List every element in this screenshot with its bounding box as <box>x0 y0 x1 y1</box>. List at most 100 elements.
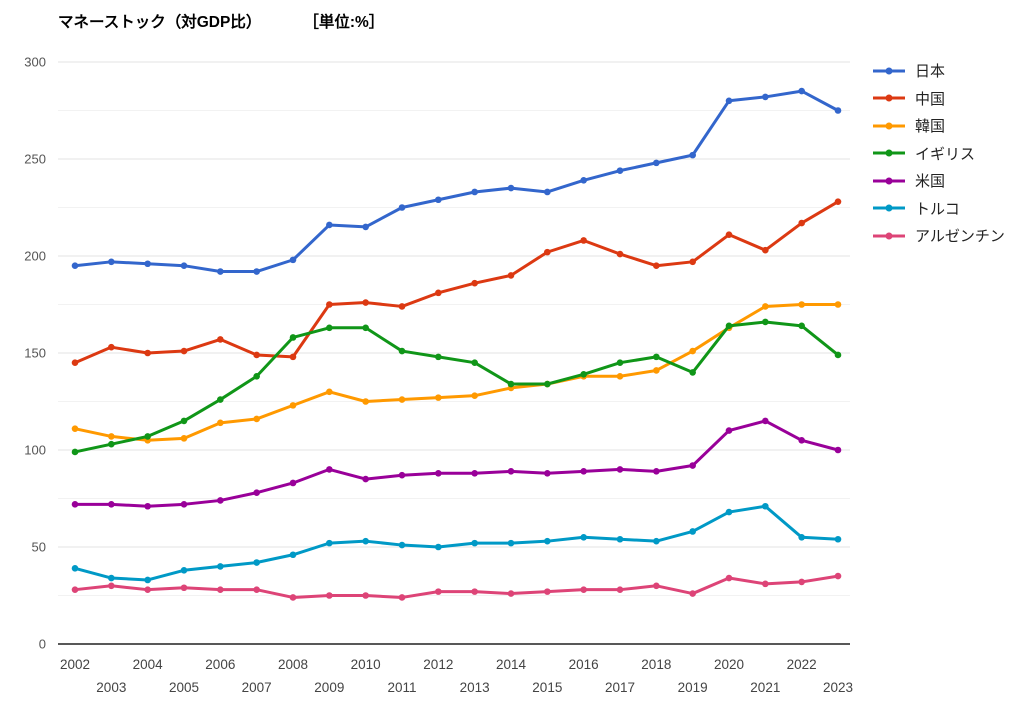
series-point-usa-2013 <box>471 469 478 477</box>
y-axis-label-50: 50 <box>32 540 46 555</box>
y-axis-label-150: 150 <box>24 346 46 361</box>
series-point-usa-2014 <box>507 468 515 475</box>
legend-item-turkey[interactable]: トルコ <box>872 198 1005 219</box>
legend-label-argentina: アルゼンチン <box>915 228 1005 245</box>
x-axis-label-2008: 2008 <box>278 657 308 672</box>
series-line-uk <box>73 320 840 454</box>
legend-item-uk[interactable]: イギリス <box>872 143 1005 164</box>
series-point-uk-2017 <box>616 359 624 367</box>
series-point-uk-2020 <box>725 322 733 330</box>
series-point-japan-2017 <box>616 167 624 174</box>
y-axis-label-100: 100 <box>24 443 46 458</box>
series-point-korea-2023 <box>834 301 842 308</box>
series-point-usa-2023 <box>834 446 842 454</box>
series-point-china-2018 <box>653 262 660 270</box>
series-point-usa-2019 <box>689 462 696 469</box>
series-point-uk-2014 <box>507 380 515 388</box>
series-point-china-2022 <box>798 219 805 227</box>
series-point-turkey-2015 <box>544 537 551 545</box>
series-point-china-2019 <box>689 258 696 266</box>
series-point-turkey-2007 <box>253 559 260 566</box>
series-point-argentina-2011 <box>398 594 406 601</box>
series-point-argentina-2015 <box>544 588 551 595</box>
series-point-argentina-2022 <box>798 578 805 586</box>
legend-marker-turkey <box>873 204 905 212</box>
x-axis-label-2006: 2006 <box>205 657 235 672</box>
legend-item-argentina[interactable]: アルゼンチン <box>872 225 1005 246</box>
series-point-japan-2009 <box>326 221 333 229</box>
series-point-turkey-2008 <box>289 551 297 559</box>
series-point-usa-2005 <box>180 501 188 508</box>
series-point-china-2016 <box>580 237 587 244</box>
x-axis-label-2009: 2009 <box>314 680 344 695</box>
series-point-uk-2004 <box>144 433 151 440</box>
legend-label-usa: 米国 <box>915 173 946 190</box>
series-point-argentina-2004 <box>144 586 151 593</box>
legend-marker-uk <box>873 149 905 157</box>
series-point-japan-2012 <box>435 196 442 204</box>
series-point-japan-2005 <box>180 262 188 270</box>
series-point-china-2015 <box>544 248 551 256</box>
x-axis-label-2017: 2017 <box>605 680 635 695</box>
series-point-usa-2004 <box>144 502 151 510</box>
series-point-turkey-2009 <box>326 539 333 547</box>
series-point-argentina-2009 <box>326 592 333 599</box>
series-point-uk-2009 <box>326 324 333 332</box>
x-axis-label-2012: 2012 <box>423 657 453 672</box>
series-point-japan-2007 <box>253 268 260 275</box>
series-point-usa-2011 <box>398 471 406 479</box>
series-point-usa-2003 <box>108 501 115 508</box>
series-point-china-2003 <box>108 343 115 351</box>
series-point-turkey-2014 <box>507 539 515 547</box>
series-point-japan-2008 <box>289 256 297 264</box>
series-point-china-2014 <box>507 272 515 279</box>
legend-label-turkey: トルコ <box>915 200 960 218</box>
legend-item-japan[interactable]: 日本 <box>872 60 1005 81</box>
series-line-korea <box>73 303 840 442</box>
series-point-japan-2010 <box>362 223 369 231</box>
x-axis-label-2018: 2018 <box>641 657 671 672</box>
series-point-argentina-2002 <box>71 586 79 593</box>
series-point-argentina-2006 <box>217 586 224 593</box>
series-point-usa-2010 <box>362 475 369 483</box>
series-point-argentina-2008 <box>289 594 297 601</box>
series-point-turkey-2021 <box>762 502 769 510</box>
series-point-china-2007 <box>253 351 260 359</box>
series-point-japan-2003 <box>108 258 115 266</box>
x-axis-label-2010: 2010 <box>351 657 381 672</box>
series-point-turkey-2017 <box>616 535 624 543</box>
legend-item-usa[interactable]: 米国 <box>872 170 1005 191</box>
series-line-china <box>73 200 840 365</box>
series-point-usa-2021 <box>762 417 769 425</box>
series-point-usa-2017 <box>616 466 624 473</box>
series-point-usa-2012 <box>435 469 442 477</box>
y-axis-label-300: 300 <box>24 55 46 70</box>
x-axis-label-2007: 2007 <box>242 680 272 695</box>
x-axis-label-2014: 2014 <box>496 657 527 672</box>
series-point-uk-2019 <box>689 369 696 376</box>
series-point-china-2004 <box>144 349 151 357</box>
x-axis-label-2016: 2016 <box>569 657 599 672</box>
series-point-turkey-2004 <box>144 576 151 584</box>
legend-marker-japan <box>873 67 905 74</box>
series-point-argentina-2012 <box>435 588 442 595</box>
series-point-turkey-2003 <box>108 574 115 582</box>
legend-item-china[interactable]: 中国 <box>872 88 1005 109</box>
legend-item-korea[interactable]: 韓国 <box>872 115 1005 136</box>
series-point-korea-2005 <box>180 435 188 442</box>
x-axis-label-2013: 2013 <box>460 680 490 695</box>
series-point-china-2005 <box>180 347 188 355</box>
chart-legend: 日本中国韓国イギリス米国トルコアルゼンチン <box>872 60 1005 253</box>
series-point-turkey-2016 <box>580 534 587 541</box>
series-point-japan-2011 <box>398 204 406 211</box>
series-point-turkey-2023 <box>834 535 842 543</box>
series-point-argentina-2014 <box>507 590 515 597</box>
series-point-uk-2013 <box>471 359 478 367</box>
series-point-uk-2012 <box>435 353 442 361</box>
series-point-turkey-2018 <box>653 537 660 545</box>
series-point-korea-2002 <box>71 425 79 432</box>
legend-label-china: 中国 <box>915 90 946 108</box>
series-point-korea-2017 <box>616 372 624 380</box>
series-line-argentina <box>73 574 840 599</box>
